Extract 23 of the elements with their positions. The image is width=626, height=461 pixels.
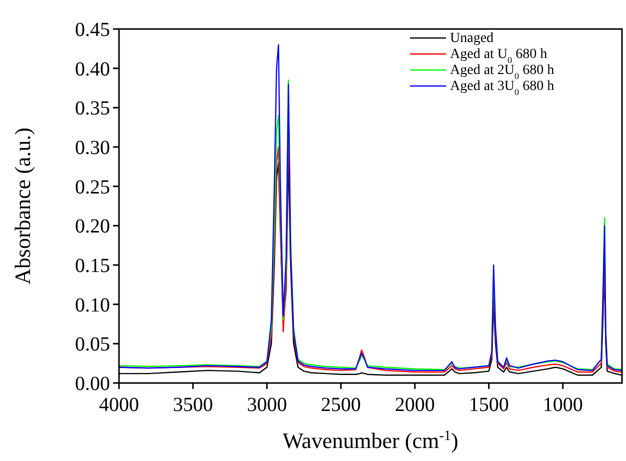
y-axis-title: Absorbance (a.u.)	[10, 128, 35, 284]
y-tick-label: 0.10	[75, 294, 110, 316]
x-tick-label: 2000	[394, 394, 435, 416]
x-tick-label: 1000	[542, 394, 583, 416]
legend-label: Aged at 3U$_{0}$ 680 h	[450, 79, 554, 97]
y-tick-label: 0.00	[75, 373, 110, 395]
x-tick-label: 2500	[320, 394, 361, 416]
y-tick-label: 0.25	[75, 176, 110, 198]
y-tick-label: 0.30	[75, 137, 110, 159]
y-tick-label: 0.35	[75, 98, 110, 120]
y-tick-label: 0.40	[75, 58, 110, 80]
legend-label: Aged at 2U$_{0}$ 680 h	[450, 63, 554, 81]
y-tick-label: 0.20	[75, 216, 110, 238]
x-tick-label: 3000	[246, 394, 287, 416]
legend-label: Unaged	[450, 31, 494, 46]
x-tick-label: 4000	[99, 394, 139, 416]
x-tick-label: 3500	[172, 394, 213, 416]
y-tick-label: 0.15	[75, 255, 110, 277]
x-axis-title: Wavenumber (cm$^{-1}$)	[282, 428, 458, 453]
legend-label: Aged at U$_{0}$ 680 h	[450, 47, 548, 65]
x-tick-label: 1500	[468, 394, 509, 416]
y-tick-label: 0.05	[75, 334, 110, 356]
y-tick-label: 0.45	[75, 19, 110, 41]
